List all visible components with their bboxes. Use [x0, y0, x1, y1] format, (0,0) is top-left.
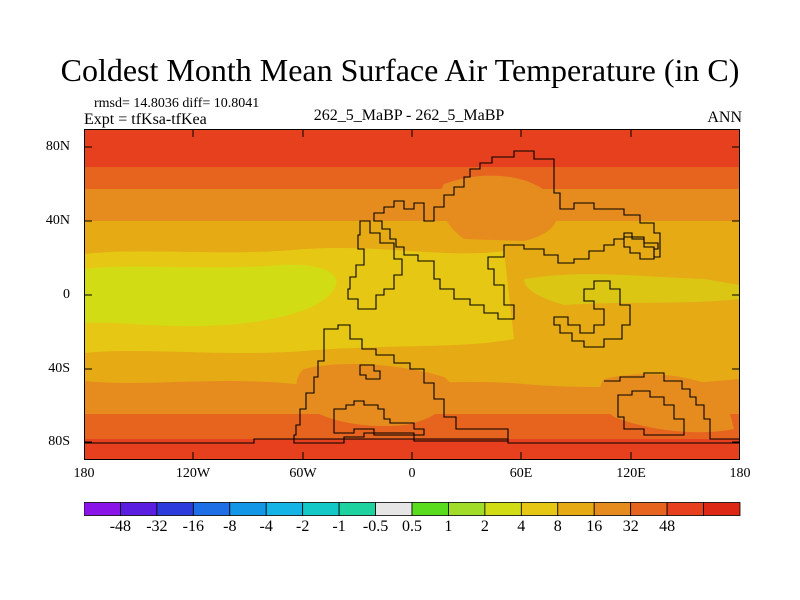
colorbar-swatch	[192, 502, 231, 516]
colorbar-label: 16	[586, 518, 603, 535]
lon-label-180w: 180	[73, 466, 95, 481]
colorbar-label: -2	[296, 518, 310, 535]
colorbar-swatch	[120, 502, 158, 516]
equator-zone	[84, 264, 337, 327]
lat-label-80n: 80N	[45, 139, 70, 154]
temperature-map	[84, 129, 740, 460]
south-land-warm	[296, 363, 452, 427]
band-polar-south	[84, 439, 740, 460]
lon-label-60e: 60E	[509, 466, 533, 481]
coastline-pangea-north	[373, 150, 661, 320]
equator-zone-2	[524, 274, 740, 305]
colorbar-label: -32	[146, 518, 168, 535]
colorbar-swatch	[703, 502, 741, 516]
colorbar-swatch	[411, 502, 449, 516]
lon-label-120w: 120W	[175, 466, 211, 481]
colorbar-label: 2	[480, 518, 489, 535]
colorbar	[84, 502, 741, 516]
map-title: Coldest Month Mean Surface Air Temperatu…	[60, 52, 740, 88]
coastline-south-inner	[333, 400, 425, 436]
coastlines	[84, 150, 740, 444]
lat-label-80s: 80S	[48, 434, 70, 449]
colorbar-swatch	[84, 502, 121, 516]
colorbar-label: 0.5	[402, 518, 422, 535]
colorbar-label: 1	[444, 518, 453, 535]
lat-label-0: 0	[63, 287, 70, 302]
colorbar-swatch	[156, 502, 194, 516]
colorbar-label: 32	[622, 518, 639, 535]
colorbar-label: 8	[553, 518, 562, 535]
colorbar-swatch	[338, 502, 376, 516]
case-label: 262_5_MaBP - 262_5_MaBP	[313, 107, 505, 124]
lon-label-0: 0	[408, 466, 416, 481]
season-label: ANN	[707, 109, 742, 126]
colorbar-label: -8	[223, 518, 237, 535]
lon-label-120e: 120E	[616, 466, 646, 481]
stats-text: rmsd= 14.8036 diff= 10.8041	[94, 96, 260, 111]
coastline-east-ring	[553, 280, 631, 348]
colorbar-swatch	[630, 502, 668, 516]
coastline-small-island	[359, 364, 381, 380]
colorbar-swatch	[557, 502, 595, 516]
lat-label-40s: 40S	[48, 361, 70, 376]
east-land-warm	[599, 374, 734, 433]
colorbar-swatch	[265, 502, 304, 516]
coastline-south-body	[293, 324, 509, 444]
colorbar-swatch	[593, 502, 632, 516]
coastline-west-lobe	[347, 220, 403, 310]
colorbar-swatch	[302, 502, 340, 516]
lon-label-60w: 60W	[289, 466, 317, 481]
coastline-east-arm	[623, 236, 659, 260]
colorbar-label: 4	[517, 518, 526, 535]
lat-label-40n: 40N	[45, 213, 70, 228]
colorbar-swatch	[666, 502, 704, 516]
colorbar-swatch	[520, 502, 559, 516]
lon-label-180e: 180	[729, 466, 751, 481]
colorbar-label: -16	[182, 518, 204, 535]
colorbar-swatch	[448, 502, 486, 516]
experiment-label: Expt = tfKsa-tfKea	[84, 111, 207, 128]
colorbar-swatch	[484, 502, 522, 516]
coastline-southeast-inner	[617, 390, 685, 436]
coastline-south-pole-band	[84, 438, 740, 444]
colorbar-swatch	[229, 502, 267, 516]
colorbar-label: -48	[109, 518, 132, 535]
colorbar-label: -0.5	[362, 518, 389, 535]
colorbar-swatch	[375, 502, 413, 516]
axis-ticks	[84, 129, 740, 460]
colorbar-label: -1	[332, 518, 346, 535]
colorbar-label: -4	[259, 518, 273, 535]
coastline-southeast	[604, 372, 740, 440]
colorbar-label: 48	[659, 518, 676, 535]
north-land-warm	[440, 175, 558, 241]
